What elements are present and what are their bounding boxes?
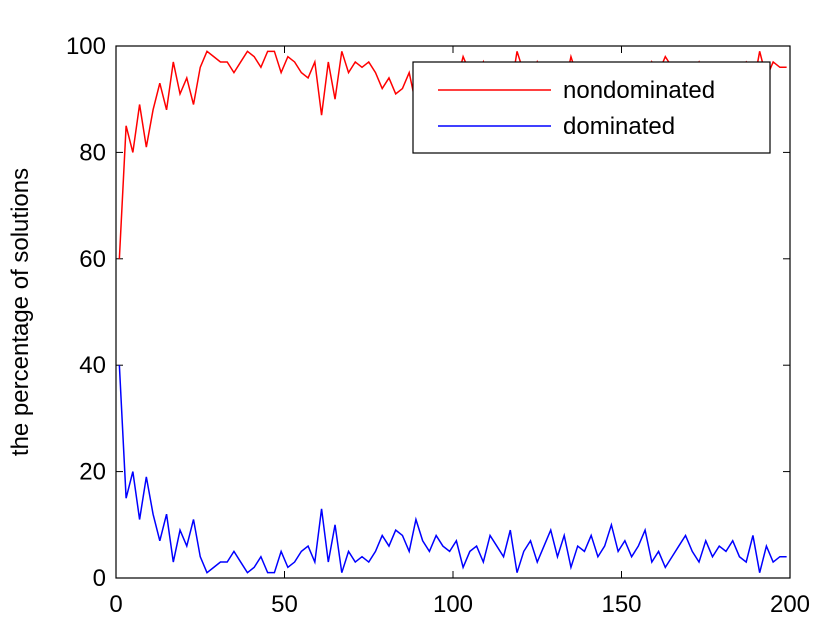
series-line: [118, 365, 787, 574]
y-tick-label: 100: [66, 33, 106, 60]
legend-label: nondominated: [563, 77, 715, 104]
legend-label: dominated: [563, 113, 675, 140]
y-tick-label: 80: [79, 139, 106, 166]
x-tick-label: 0: [109, 591, 122, 618]
x-tick-label: 100: [433, 591, 473, 618]
y-axis-label: the percentage of solutions: [7, 168, 34, 456]
y-tick-label: 60: [79, 246, 106, 273]
x-tick-label: 50: [271, 591, 298, 618]
y-tick-label: 40: [79, 352, 106, 379]
x-tick-label: 150: [601, 591, 641, 618]
legend-box: [412, 61, 771, 154]
y-tick-label: 20: [79, 459, 106, 486]
x-tick-label: 200: [770, 591, 810, 618]
plot-frame: [115, 45, 791, 579]
y-tick-label: 0: [93, 565, 106, 592]
